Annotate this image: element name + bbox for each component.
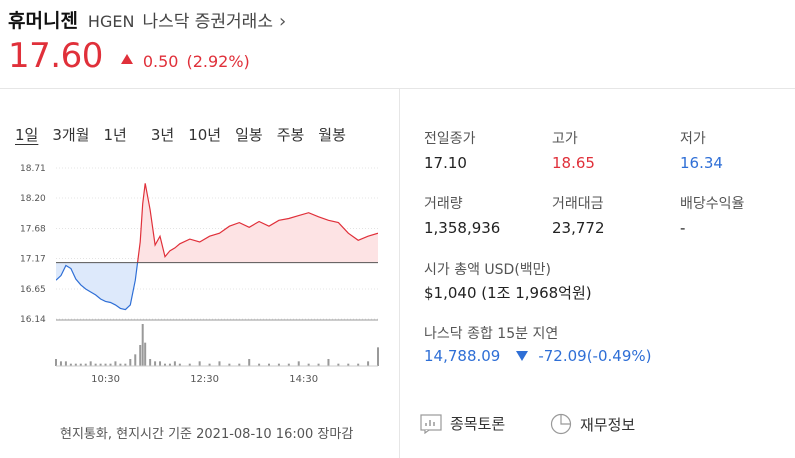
discussion-label: 종목토론 xyxy=(450,415,506,433)
price-change: 0.50 xyxy=(142,52,179,71)
x-tick-label: 10:30 xyxy=(91,374,120,385)
chat-chart-icon xyxy=(420,413,442,434)
y-tick-label: 16.65 xyxy=(20,285,46,295)
discussion-button[interactable]: 종목토론 xyxy=(420,413,505,434)
index-label: 나스닥 종합 15분 지연 xyxy=(424,326,559,342)
stat-value: 16.34 xyxy=(680,154,723,172)
pie-chart-icon xyxy=(550,413,572,435)
stat-value: 17.10 xyxy=(424,154,467,172)
stat-low: 저가 16.34 xyxy=(680,128,723,172)
stat-label: 배당수익율 xyxy=(680,196,745,212)
stat-value: 23,772 xyxy=(552,219,605,237)
area-down xyxy=(56,262,378,310)
index-change: -72.09 xyxy=(538,347,587,365)
index-change-percent: (-0.49%) xyxy=(586,347,652,365)
stat-prev-close: 전일종가 17.10 xyxy=(424,128,476,172)
tab-1y[interactable]: 1년 xyxy=(103,126,127,144)
y-tick-label: 16.14 xyxy=(20,315,46,325)
y-tick-label: 18.71 xyxy=(20,164,46,174)
stock-name: 휴머니젠 xyxy=(8,10,78,32)
stat-value: 1,358,936 xyxy=(424,219,501,237)
stat-label: 거래량 xyxy=(424,196,463,212)
tab-daily[interactable]: 일봉 xyxy=(235,126,263,144)
stat-value: 18.65 xyxy=(552,154,595,172)
tab-10y[interactable]: 10년 xyxy=(188,126,222,144)
x-tick-label: 14:30 xyxy=(289,374,318,385)
index-row: 14,788.09 -72.09 (-0.49%) xyxy=(424,347,651,365)
y-tick-label: 18.20 xyxy=(20,194,46,204)
up-triangle-icon xyxy=(120,54,133,64)
down-triangle-icon xyxy=(516,351,529,361)
divider xyxy=(399,88,400,458)
price-line-down xyxy=(56,262,139,311)
tab-monthly[interactable]: 월봉 xyxy=(318,126,346,144)
tab-1d[interactable]: 1일 xyxy=(15,126,39,144)
market-cap-value: $1,040 (1조 1,968억원) xyxy=(424,284,592,302)
stat-label: 저가 xyxy=(680,131,706,147)
current-price: 17.60 xyxy=(8,36,103,76)
chevron-right-icon[interactable]: › xyxy=(278,11,287,32)
divider xyxy=(0,88,795,89)
index-value: 14,788.09 xyxy=(424,347,501,365)
stat-high: 고가 18.65 xyxy=(552,128,595,172)
period-tabs: 1일 3개월 1년 3년 10년 일봉 주봉 월봉 xyxy=(15,124,360,145)
stat-value: - xyxy=(680,219,686,237)
stat-dividend-yield: 배당수익율 - xyxy=(680,193,744,237)
stat-label: 전일종가 xyxy=(424,131,476,147)
price-row: 17.60 0.50 (2.92%) xyxy=(8,36,250,76)
stat-label: 거래대금 xyxy=(552,196,604,212)
chart-footnote: 현지통화, 현지시간 기준 2021-08-10 16:00 장마감 xyxy=(60,427,354,442)
tab-3m[interactable]: 3개월 xyxy=(52,126,90,144)
stat-volume: 거래량 1,358,936 xyxy=(424,193,500,237)
financials-label: 재무정보 xyxy=(580,415,636,434)
financials-button[interactable]: 재무정보 xyxy=(550,413,635,435)
stat-label: 고가 xyxy=(552,131,578,147)
stat-trade-value: 거래대금 23,772 xyxy=(552,193,605,237)
stock-ticker: HGEN xyxy=(87,12,135,31)
y-tick-label: 17.17 xyxy=(20,254,46,264)
price-chart[interactable]: 18.71 18.20 17.68 17.17 16.65 16.14 10:30 12:30… xyxy=(20,156,382,388)
y-tick-label: 17.68 xyxy=(20,225,46,235)
price-line-up xyxy=(136,183,378,263)
tab-3y[interactable]: 3년 xyxy=(150,126,175,144)
market-cap-label: 시가 총액 USD(백만) xyxy=(424,262,552,278)
tab-weekly[interactable]: 주봉 xyxy=(276,126,305,144)
exchange-link[interactable]: 나스닥 증권거래소 xyxy=(142,12,273,32)
x-tick-label: 12:30 xyxy=(190,374,219,385)
price-change-percent: (2.92%) xyxy=(186,52,250,71)
stock-header: 휴머니젠 HGEN 나스닥 증권거래소 › xyxy=(8,6,286,34)
